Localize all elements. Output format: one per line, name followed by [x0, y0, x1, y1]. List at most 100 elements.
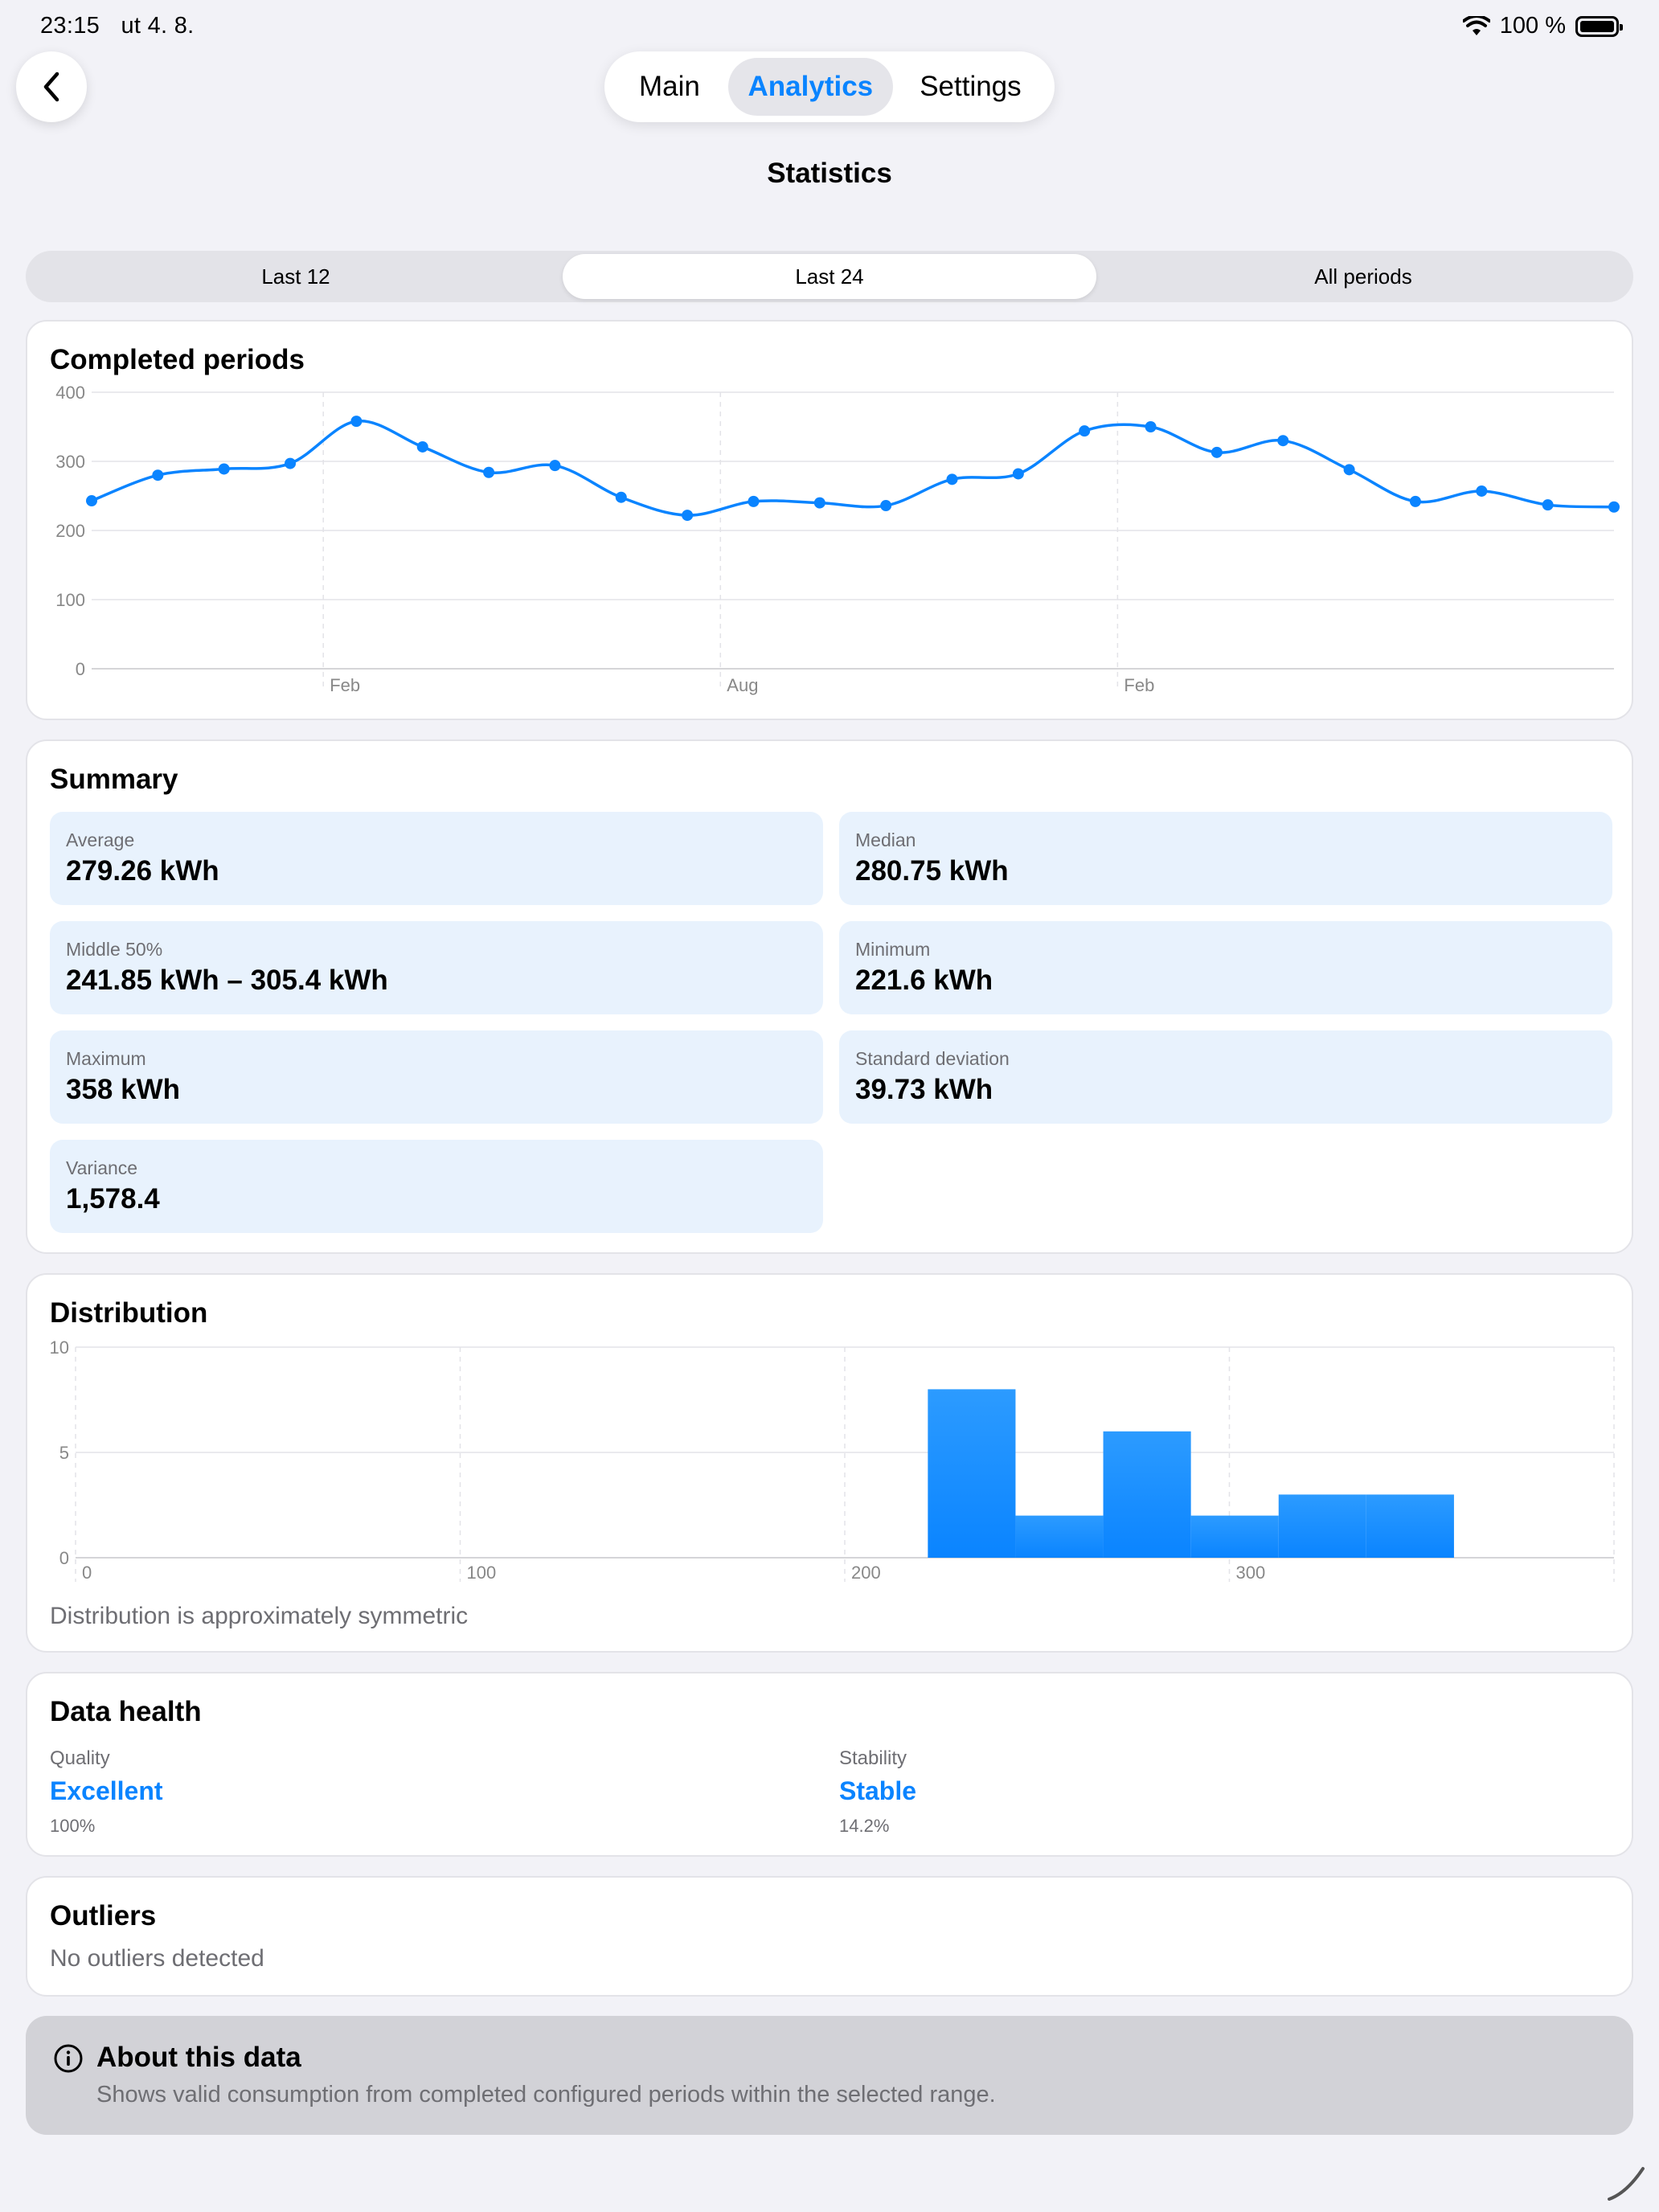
about-title: About this data — [96, 2042, 301, 2073]
y-tick-label: 0 — [59, 1548, 69, 1568]
range-all-periods[interactable]: All periods — [1314, 264, 1412, 289]
data-point — [1145, 421, 1157, 432]
pencil-stroke-icon — [1608, 2167, 1645, 2201]
y-tick-label: 100 — [55, 590, 85, 610]
about-data-banner: About this data Shows valid consumption … — [26, 2016, 1633, 2135]
range-segmented-control: Last 12 Last 24 All periods — [26, 251, 1633, 302]
summary-tile-variance: Variance 1,578.4 — [50, 1140, 823, 1233]
tab-main[interactable]: Main — [638, 71, 700, 102]
info-icon — [54, 2044, 83, 2073]
data-point — [615, 491, 627, 503]
distribution-title: Distribution — [50, 1297, 208, 1329]
range-last-12[interactable]: Last 12 — [261, 264, 330, 289]
y-tick-label: 300 — [55, 452, 85, 472]
page-title: Statistics — [767, 158, 892, 189]
data-point — [416, 440, 428, 453]
histogram-bar — [1366, 1494, 1454, 1558]
wifi-icon — [1462, 15, 1490, 35]
summary-tile-minimum: Minimum 221.6 kWh — [839, 921, 1612, 1014]
data-point — [880, 500, 892, 512]
summary-title: Summary — [50, 764, 178, 795]
series-line — [91, 420, 1615, 517]
data-point — [1210, 446, 1223, 458]
x-tick-label: 300 — [1236, 1563, 1266, 1583]
stability-label: Stability — [839, 1747, 907, 1769]
data-point — [218, 463, 230, 475]
status-left: 23:15 ut 4. 8. — [40, 13, 209, 39]
tile-value: 241.85 kWh – 305.4 kWh — [66, 965, 388, 996]
quality-label: Quality — [50, 1747, 110, 1769]
x-tick-label: 0 — [82, 1563, 92, 1583]
y-tick-label: 400 — [55, 383, 85, 403]
tile-label: Standard deviation — [855, 1048, 1010, 1069]
data-health-card: Data health Quality Excellent 100% Stabi… — [26, 1672, 1633, 1857]
x-tick-label: Aug — [727, 675, 758, 695]
tab-settings[interactable]: Settings — [920, 71, 1022, 102]
tile-value: 280.75 kWh — [855, 855, 1009, 887]
data-point — [1608, 501, 1620, 513]
data-point — [152, 469, 164, 481]
histogram-bar — [1278, 1494, 1366, 1558]
data-point — [748, 495, 760, 507]
data-point — [1277, 435, 1289, 447]
status-bar: 23:15 ut 4. 8. 100 % — [0, 0, 1659, 51]
histogram-bar — [1103, 1431, 1191, 1558]
tile-label: Median — [855, 830, 916, 850]
tab-analytics[interactable]: Analytics — [727, 58, 893, 116]
summary-tile-std-dev: Standard deviation 39.73 kWh — [839, 1030, 1612, 1124]
data-point — [1343, 464, 1355, 476]
data-point — [86, 495, 97, 507]
y-tick-label: 10 — [50, 1337, 69, 1358]
quality-value: Excellent — [50, 1776, 163, 1805]
data-point — [483, 466, 495, 478]
tile-value: 221.6 kWh — [855, 965, 993, 996]
data-point — [350, 416, 363, 428]
stability-percent: 14.2% — [839, 1816, 890, 1836]
data-point — [1542, 499, 1554, 511]
status-right: 100 % — [1462, 13, 1623, 39]
completed-periods-card: Completed periods 0 100 200 300 400 Feb Aug Feb — [26, 320, 1633, 720]
tile-value: 39.73 kWh — [855, 1074, 993, 1105]
distribution-card: Distribution 0 5 10 0 100 200 300 Distribution… — [26, 1273, 1633, 1653]
data-point — [285, 457, 297, 469]
data-point — [1079, 425, 1091, 437]
distribution-note: Distribution is approximately symmetric — [50, 1603, 469, 1629]
battery-icon — [1575, 15, 1623, 37]
x-tick-label: 200 — [851, 1563, 881, 1583]
completed-periods-chart: 0 100 200 300 400 Feb Aug Feb — [55, 383, 1620, 695]
histogram-bar — [1015, 1515, 1104, 1558]
data-point — [813, 497, 825, 509]
summary-tile-middle-50: Middle 50% 241.85 kWh – 305.4 kWh — [50, 921, 823, 1014]
stability-value: Stable — [839, 1776, 917, 1805]
quality-metric: Quality Excellent 100% — [50, 1747, 163, 1837]
tile-value: 358 kWh — [66, 1074, 180, 1105]
tile-label: Middle 50% — [66, 939, 163, 960]
tile-value: 279.26 kWh — [66, 855, 219, 887]
y-tick-label: 200 — [55, 521, 85, 541]
data-point — [549, 460, 561, 472]
tile-label: Maximum — [66, 1048, 146, 1069]
top-nav: Main Analytics Settings — [604, 51, 1055, 122]
summary-tile-average: Average 279.26 kWh — [50, 812, 823, 905]
outliers-card: Outliers No outliers detected — [26, 1876, 1633, 1997]
data-point — [946, 473, 958, 485]
summary-tile-maximum: Maximum 358 kWh — [50, 1030, 823, 1124]
quality-percent: 100% — [50, 1816, 96, 1836]
tile-value: 1,578.4 — [66, 1183, 160, 1215]
tile-label: Variance — [66, 1157, 138, 1178]
data-point — [1012, 468, 1024, 480]
histogram-bar — [928, 1389, 1016, 1558]
back-button[interactable] — [16, 51, 87, 122]
outliers-text: No outliers detected — [50, 1945, 264, 1972]
data-point — [682, 510, 694, 522]
x-tick-label: Feb — [1124, 675, 1154, 695]
range-last-24[interactable]: Last 24 — [563, 254, 1096, 299]
data-point — [1409, 495, 1421, 507]
y-tick-label: 5 — [59, 1443, 69, 1463]
battery-percent: 100 % — [1499, 13, 1566, 39]
data-health-title: Data health — [50, 1696, 202, 1727]
histogram-bar — [1190, 1515, 1279, 1558]
chevron-left-icon — [43, 72, 59, 102]
summary-card: Summary Average 279.26 kWh Median 280.75… — [26, 739, 1633, 1254]
